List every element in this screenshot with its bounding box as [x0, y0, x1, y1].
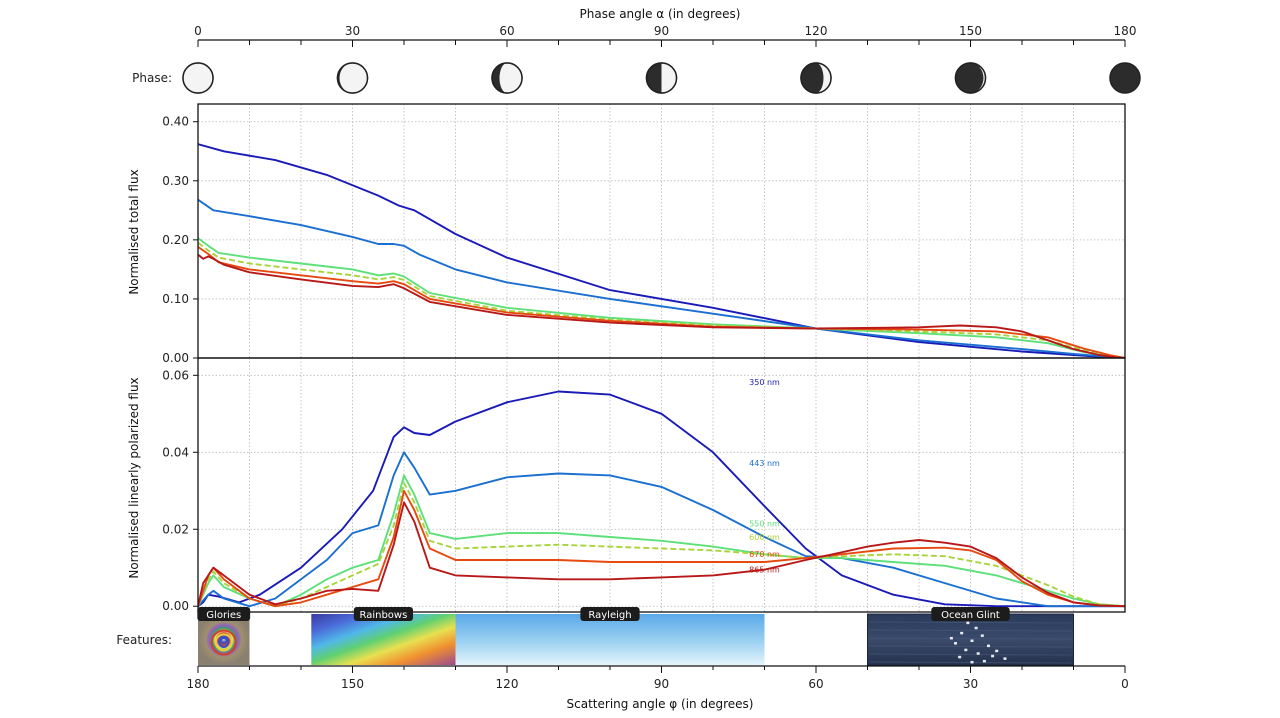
glint-sparkle — [987, 645, 990, 648]
y-tick-label: 0.40 — [162, 115, 189, 129]
feature-glories: Glories — [197, 607, 250, 665]
curve-label: 350 nm — [749, 378, 780, 387]
moon-lit-part — [662, 63, 677, 93]
curve-label: 865 nm — [749, 565, 780, 574]
moon-phase-icon — [183, 63, 213, 93]
glint-sparkle — [975, 627, 978, 630]
total-flux-panel: 0.00 0.10 0.20 0.30 0.40 — [162, 104, 1125, 365]
bottom-tick-label: 120 — [496, 677, 519, 691]
top-axis: 0 30 60 90 120 150 180 — [194, 24, 1136, 47]
y-tick-label: 0.00 — [162, 351, 189, 365]
bottom-tick-label: 150 — [341, 677, 364, 691]
glint-sparkle — [995, 650, 998, 653]
y-tick-label: 0.00 — [162, 599, 189, 613]
top-tick-label: 0 — [194, 24, 202, 38]
glint-sparkle — [950, 637, 953, 640]
y-tick-label: 0.10 — [162, 292, 189, 306]
feature-image — [456, 614, 765, 665]
top-tick-label: 120 — [805, 24, 828, 38]
feature-image — [198, 614, 250, 665]
bottom-axis: 180 150 120 90 60 30 0 — [187, 666, 1129, 691]
moon-phase-icon — [1110, 63, 1140, 93]
y-tick-label: 0.30 — [162, 174, 189, 188]
glint-sparkle — [971, 640, 974, 643]
moon-phase-icon — [801, 63, 831, 93]
total-flux-ylabel: Normalised total flux — [127, 169, 141, 294]
curve-label: 670 nm — [749, 550, 780, 559]
bottom-tick-label: 30 — [963, 677, 978, 691]
glint-sparkle — [971, 661, 974, 664]
feature-tag-label: Ocean Glint — [941, 610, 1000, 621]
glint-sparkle — [964, 649, 967, 652]
top-tick-label: 90 — [654, 24, 669, 38]
moon-phase-icon — [647, 63, 677, 93]
y-tick-label: 0.06 — [162, 368, 189, 382]
glint-sparkle — [958, 656, 961, 659]
bottom-tick-label: 60 — [808, 677, 823, 691]
top-tick-label: 150 — [959, 24, 982, 38]
y-tick-label: 0.04 — [162, 445, 189, 459]
top-tick-label: 30 — [345, 24, 360, 38]
curve-label: 600 nm — [749, 533, 780, 542]
curve-label: 550 nm — [749, 520, 780, 529]
phase-row-label: Phase: — [132, 71, 172, 85]
y-tick-label: 0.20 — [162, 233, 189, 247]
feature-rayleigh: Rayleigh — [456, 607, 765, 665]
glint-sparkle — [954, 642, 957, 645]
glint-sparkle — [966, 622, 969, 625]
bottom-tick-label: 0 — [1121, 677, 1129, 691]
phase-moons — [183, 63, 1140, 93]
glint-sparkle — [1003, 657, 1006, 660]
features-strip: Glories Rainbows Rayleigh Ocean Glint — [197, 607, 1073, 665]
feature-ocean-glint: Ocean Glint — [868, 607, 1074, 665]
moon-phase-icon — [956, 63, 986, 93]
bottom-tick-label: 180 — [187, 677, 210, 691]
top-tick-label: 180 — [1114, 24, 1137, 38]
feature-rainbows: Rainbows — [311, 607, 455, 665]
curve-label: 443 nm — [749, 459, 780, 468]
series-line-670-nm — [198, 247, 1125, 358]
glint-sparkle — [960, 632, 963, 635]
features-row-label: Features: — [116, 633, 172, 647]
glint-sparkle — [981, 634, 984, 637]
glint-sparkle — [991, 655, 994, 658]
feature-tag-label: Glories — [206, 610, 241, 621]
feature-tag-label: Rainbows — [359, 610, 407, 621]
figure: 0 30 60 90 120 150 180 Phase angle α (in degre… — [0, 0, 1280, 718]
moon-phase-icon — [492, 63, 522, 93]
top-axis-title: Phase angle α (in degrees) — [580, 7, 741, 21]
glint-sparkle — [983, 660, 986, 663]
bottom-axis-title: Scattering angle φ (in degrees) — [567, 697, 754, 711]
feature-tag-label: Rayleigh — [588, 610, 631, 621]
glint-sparkle — [977, 652, 980, 655]
feature-image — [311, 614, 455, 665]
bottom-tick-label: 90 — [654, 677, 669, 691]
polarized-flux-ylabel: Normalised linearly polarized flux — [127, 377, 141, 578]
y-tick-label: 0.02 — [162, 522, 189, 536]
moon-phase-icon — [338, 63, 368, 93]
polarized-flux-panel: 0.00 0.02 0.04 0.06 350 nm 443 nm 550 nm 600 nm… — [162, 358, 1125, 613]
moon-shadow — [1110, 63, 1140, 93]
top-tick-label: 60 — [499, 24, 514, 38]
